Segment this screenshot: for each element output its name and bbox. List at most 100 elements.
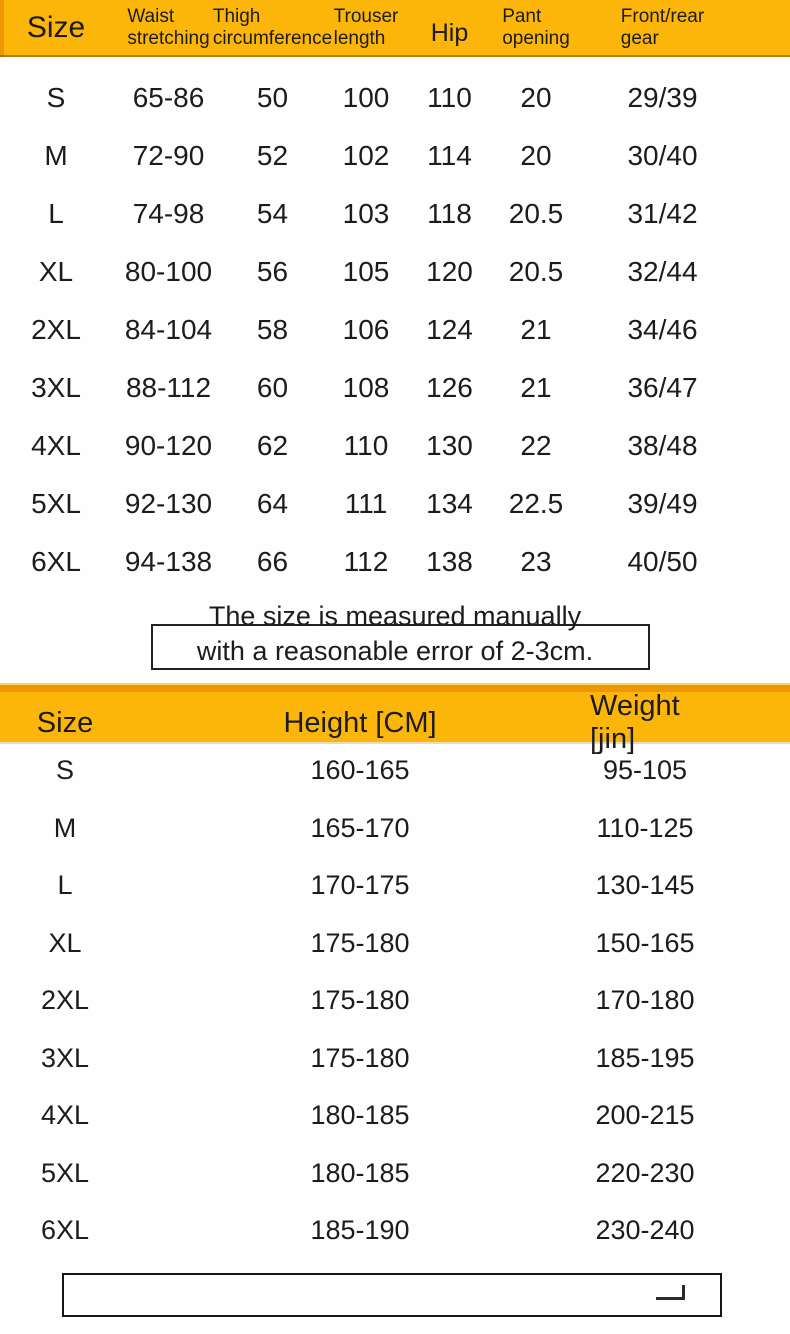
value-cell: 180-185 [310,1157,410,1188]
value-cell: 130-145 [595,870,695,901]
table-row: L 74-98 54 103 118 20.5 31/42 [0,185,790,243]
value-cell: 22.5 [508,488,564,519]
value-cell: 185-195 [595,1042,695,1073]
size-cell: 2XL [31,314,81,345]
header2-height-label: Height [CM] [283,706,437,739]
value-cell: 90-120 [124,430,213,461]
size-cell: 5XL [31,488,81,519]
header-size: Size [0,0,112,55]
header-front-rear-gear: Front/rear gear [585,0,790,55]
value-cell: 94-138 [124,546,213,577]
value-cell: 103 [342,198,390,229]
value-cell: 38/48 [627,430,698,461]
header-waist-line2: stretching [127,27,210,49]
value-cell: 84-104 [124,314,213,345]
table-row: 5XL 92-130 64 111 134 22.5 39/49 [0,475,790,533]
value-cell: 220-230 [595,1157,695,1188]
header-waist-stretching: Waist stretching [112,0,225,55]
corner-mark-icon [656,1285,685,1300]
footer-box [62,1273,722,1317]
note-box [151,624,650,670]
table-row: 4XL 90-120 62 110 130 22 38/48 [0,417,790,475]
value-cell: 114 [427,140,472,171]
value-cell: 22 [520,430,552,461]
header-pant-line2: opening [502,27,570,49]
header-pant-opening: Pant opening [487,0,585,55]
table-row: L 170-175 130-145 [0,857,790,915]
size-cell: L [57,870,73,901]
table-row: XL 80-100 56 105 120 20.5 32/44 [0,243,790,301]
value-cell: 110-125 [596,812,694,843]
value-cell: 74-98 [132,198,205,229]
value-cell: 170-175 [310,870,410,901]
size-cell: 6XL [40,1215,90,1246]
value-cell: 20.5 [508,198,564,229]
value-cell: 20 [520,82,552,113]
height-weight-table-header: Size Height [CM] Weight [jin] [0,683,790,755]
value-cell: 102 [342,140,390,171]
value-cell: 95-105 [602,755,688,786]
value-cell: 54 [256,198,289,229]
value-cell: 62 [256,430,289,461]
measurement-table-body: S 65-86 50 100 110 20 29/39 M 72-90 52 102 114 20 30/… [0,69,790,591]
size-cell: S [46,82,66,113]
header2-height: Height [CM] [130,680,590,760]
value-cell: 124 [426,314,473,345]
value-cell: 21 [520,372,552,403]
value-cell: 105 [342,256,390,287]
value-cell: 230-240 [595,1215,695,1246]
value-cell: 60 [256,372,289,403]
header-trouser-line1: Trouser [333,6,399,27]
measurement-table-header: Size Waist stretching Thigh circumferenc… [0,0,790,57]
table-row: 5XL 180-185 220-230 [0,1145,790,1203]
header-thigh-line1: Thigh [212,6,261,27]
value-cell: 66 [256,546,289,577]
header-hip-label: Hip [430,19,469,47]
header-waist-line1: Waist [127,6,175,27]
value-cell: 100 [342,82,390,113]
value-cell: 175-180 [310,985,410,1016]
height-weight-table-body: S 160-165 95-105 M 165-170 110-125 L 170-175 130… [0,742,790,1260]
table-row: 3XL 175-180 185-195 [0,1030,790,1088]
size-cell: 5XL [40,1157,90,1188]
value-cell: 52 [256,140,289,171]
header-gear-line2: gear [620,27,659,49]
value-cell: 58 [256,314,289,345]
size-cell: L [48,198,64,229]
size-cell: S [55,755,74,786]
value-cell: 20 [520,140,552,171]
table-row: S 65-86 50 100 110 20 29/39 [0,69,790,127]
header2-weight: Weight [jin] [590,683,790,756]
value-cell: 40/50 [627,546,698,577]
size-cell: XL [48,927,82,958]
size-cell: M [44,140,68,171]
value-cell: 30/40 [627,140,698,171]
value-cell: 165-170 [310,812,410,843]
value-cell: 185-190 [310,1215,410,1246]
value-cell: 29/39 [627,82,698,113]
value-cell: 21 [520,314,552,345]
table-row: 2XL 175-180 170-180 [0,972,790,1030]
header2-size: Size [0,680,130,760]
value-cell: 20.5 [508,256,564,287]
header-hip: Hip [412,0,487,55]
value-cell: 108 [342,372,390,403]
table-row: 2XL 84-104 58 106 124 21 34/46 [0,301,790,359]
size-cell: XL [38,256,74,287]
value-cell: 50 [256,82,289,113]
value-cell: 180-185 [310,1100,410,1131]
header-thigh-circumference: Thigh circumference [213,0,332,55]
value-cell: 150-165 [595,927,695,958]
value-cell: 32/44 [627,256,698,287]
value-cell: 39/49 [627,488,698,519]
header2-weight-label: Weight [jin] [590,690,680,755]
value-cell: 88-112 [125,372,212,403]
header-gear-line1: Front/rear [620,6,705,27]
value-cell: 160-165 [310,755,410,786]
table-row: 3XL 88-112 60 108 126 21 36/47 [0,359,790,417]
value-cell: 36/47 [627,372,698,403]
value-cell: 34/46 [627,314,698,345]
size-cell: 6XL [31,546,81,577]
table-row: 4XL 180-185 200-215 [0,1087,790,1145]
header-size-label: Size [26,10,86,44]
